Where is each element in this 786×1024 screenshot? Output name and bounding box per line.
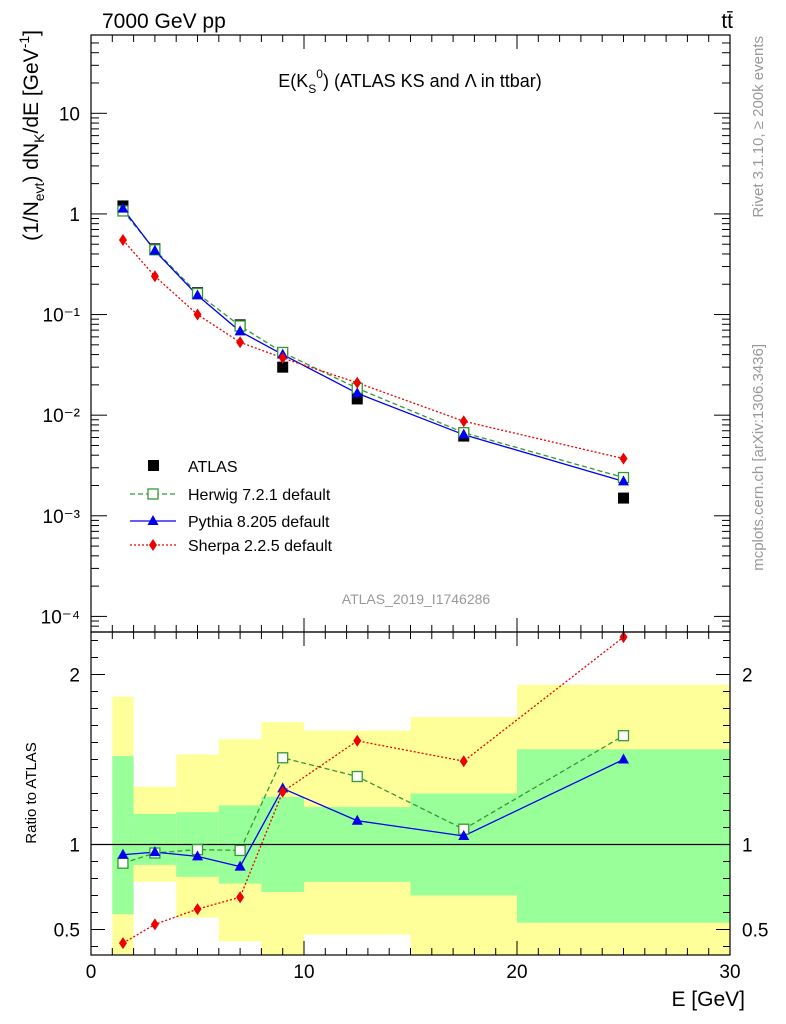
main-data-layer (117, 200, 630, 504)
watermark: ATLAS_2019_I1746286 (342, 591, 491, 607)
pythia-point (234, 325, 246, 336)
pythia-point (351, 387, 363, 398)
x-tick-label: 20 (506, 962, 527, 983)
main-title: E(KS0) (ATLAS KS and Λ in ttbar) (278, 67, 542, 96)
sherpa-ratio-point (278, 785, 287, 798)
header-process-label: tt̄ (721, 10, 733, 33)
legend-pythia-marker (147, 515, 159, 525)
ratio-y-tick-label-left: 2 (69, 666, 80, 687)
atlas-point (618, 492, 629, 504)
legend-pythia-label: Pythia 8.205 default (188, 514, 330, 531)
y-tick-label: 1 (69, 205, 80, 226)
y-tick-label: 10⁻¹ (43, 306, 81, 327)
pythia-ratio-point (458, 830, 470, 840)
sherpa-point (150, 270, 159, 283)
x-tick-label: 0 (86, 962, 97, 983)
ratio-axes: 0 10 20 300.5 0.51 12 2 (54, 632, 768, 983)
pythia-ratio-point (351, 814, 363, 825)
legend-sherpa-label: Sherpa 2.2.5 default (188, 538, 333, 555)
y-tick-label: 10⁻³ (43, 507, 81, 528)
herwig-ratio-point (234, 844, 246, 857)
main-frame (90, 34, 731, 633)
legend-sherpa-marker (149, 539, 157, 551)
sherpa-ratio-point (459, 755, 468, 768)
legend-atlas-marker (148, 460, 159, 471)
sherpa-point (353, 376, 362, 389)
sherpa-ratio-line (122, 636, 624, 944)
ratio-y-label: Ratio to ATLAS (23, 742, 40, 843)
ratio-data-layer (117, 631, 630, 950)
ratio-panel: 0 10 20 300.5 0.51 12 2 Ratio to ATLAS E [GeV] (23, 631, 768, 1011)
pythia-line (122, 208, 624, 482)
pythia-point (149, 244, 161, 255)
y-tick-label: 10⁻² (43, 406, 81, 427)
sherpa-point (619, 452, 628, 465)
sherpa-line (122, 239, 624, 460)
pythia-point (458, 428, 470, 439)
sherpa-ratio-point (353, 734, 362, 747)
atlas-point (277, 361, 289, 373)
title-sup: 0 (316, 67, 323, 81)
sherpa-ratio-point (118, 937, 127, 950)
ylabel-c-sup: -1 (16, 36, 32, 49)
sherpa-ratio-point (236, 891, 245, 904)
ratio-bands (91, 684, 730, 955)
ylabel-d: ] (20, 30, 43, 36)
ylabel-b-sub: K (31, 133, 47, 143)
ratio-y-tick-label-left: 1 (69, 836, 80, 857)
pythia-ratio-point (117, 848, 129, 859)
sherpa-ratio-point (193, 903, 202, 916)
ylabel-a-sub: evt (31, 182, 47, 201)
uncertainty-band-inner (112, 756, 134, 915)
sherpa-point (193, 308, 202, 321)
pythia-point (618, 475, 629, 486)
rivet-label: Rivet 3.1.10, ≥ 200k events (750, 36, 767, 218)
sherpa-point (118, 234, 127, 247)
y-tick-label: 10⁻⁴ (41, 607, 80, 628)
sherpa-ratio-point (150, 918, 159, 931)
header-energy-label: 7000 GeV pp (102, 10, 226, 33)
ratio-y-tick-label-right: 1 (742, 836, 753, 857)
title-pre: E(K (278, 71, 308, 91)
pythia-ratio-line (122, 758, 624, 868)
pythia-point (192, 289, 203, 300)
uncertainty-band-inner (517, 749, 730, 923)
legend-herwig-label: Herwig 7.2.1 default (188, 487, 331, 504)
pythia-ratio-point (192, 850, 203, 861)
mcplots-label: mcplots.cern.ch [arXiv:1306.3436] (750, 344, 767, 571)
main-axes: 10⁻⁴ 10⁻³ 10⁻² 10⁻¹ 1 10 (41, 34, 731, 633)
x-tick-label: 30 (719, 962, 740, 983)
herwig-ratio-point (351, 770, 363, 783)
herwig-ratio-point (277, 752, 289, 764)
ratio-y-tick-label-right: 0.5 (742, 921, 768, 942)
sherpa-point (236, 336, 245, 349)
x-axis-label: E [GeV] (671, 988, 745, 1011)
legend-herwig-marker (147, 488, 159, 500)
pythia-ratio-point (149, 846, 161, 857)
pythia-point (117, 202, 129, 213)
y-axis-label: (1/Nevt) dNK/dE [GeV-1] (16, 30, 47, 241)
atlas-point (351, 393, 363, 405)
ylabel-a: (1/N (20, 201, 43, 241)
title-sub: S (308, 82, 316, 96)
herwig-line (122, 210, 624, 479)
ylabel-b: ) dN (20, 143, 43, 183)
sherpa-point (459, 415, 468, 428)
main-panel: 10⁻⁴ 10⁻³ 10⁻² 10⁻¹ 1 10 E(KS0) (ATLAS KS and… (16, 30, 731, 633)
sherpa-point (278, 351, 287, 364)
ylabel-c: /dE [GeV (20, 48, 43, 133)
legend-atlas-label: ATLAS (188, 459, 238, 476)
pythia-ratio-point (234, 860, 246, 871)
x-tick-label: 10 (293, 962, 314, 983)
title-post: ) (ATLAS KS and Λ in ttbar) (323, 71, 542, 91)
y-tick-label: 10 (59, 104, 80, 125)
ratio-y-tick-label-right: 2 (742, 666, 753, 687)
herwig-ratio-point (617, 730, 630, 742)
legend: ATLAS Herwig 7.2.1 default Pythia 8.205 … (130, 459, 333, 555)
pythia-ratio-point (618, 753, 629, 764)
herwig-ratio-point (117, 857, 129, 869)
ratio-y-tick-label-left: 0.5 (54, 921, 80, 942)
